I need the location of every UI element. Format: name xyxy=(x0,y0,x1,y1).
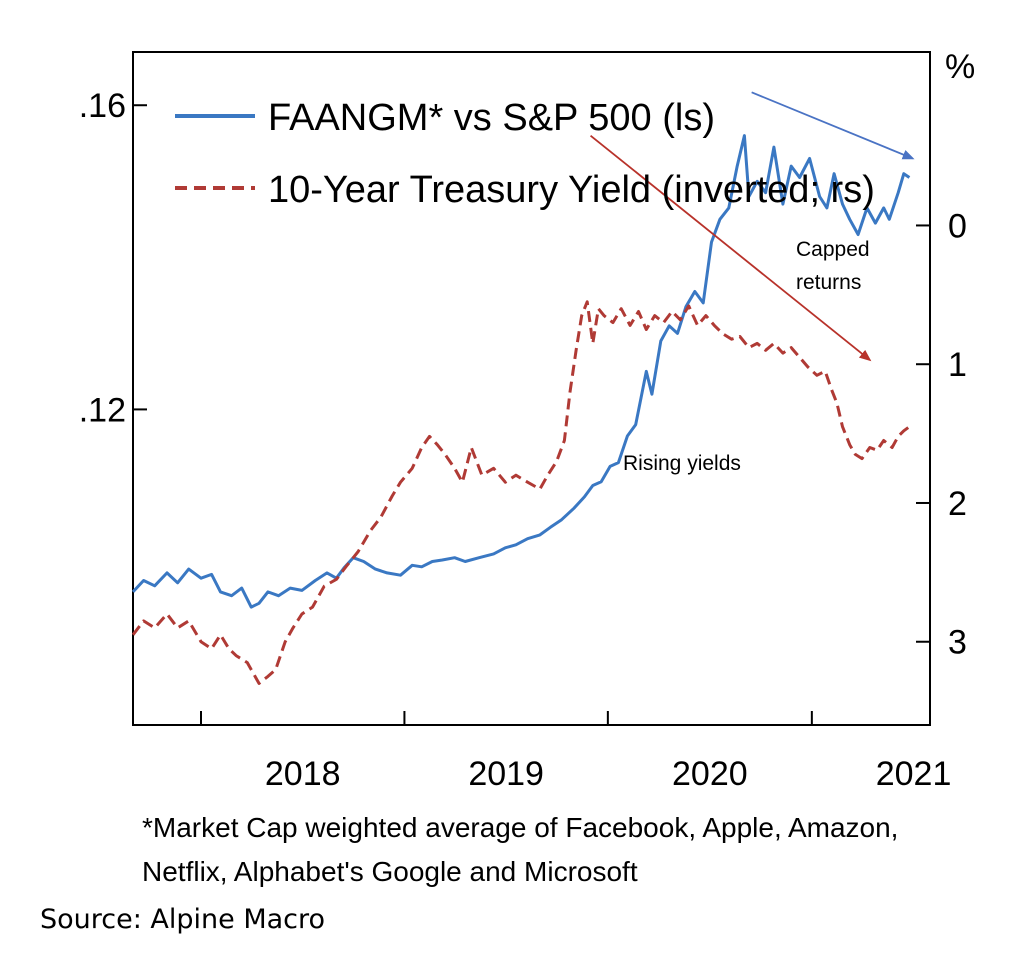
annotation-capped: Capped xyxy=(796,238,870,261)
right-axis-unit-label: % xyxy=(945,48,975,86)
x-tick-label-2021: 2021 xyxy=(876,755,952,793)
right-y-axis: 0 1 2 3 xyxy=(916,207,967,662)
left-y-tick-label: .12 xyxy=(79,391,126,429)
legend-label-faangm: FAANGM* vs S&P 500 (ls) xyxy=(268,97,715,139)
right-y-tick-label: 2 xyxy=(948,485,967,523)
right-y-tick-label: 3 xyxy=(948,624,967,662)
series-line-faangm xyxy=(131,134,911,609)
right-y-tick-label: 1 xyxy=(948,346,967,384)
left-y-axis: .16 .12 xyxy=(79,87,147,429)
footnote-line-1: *Market Cap weighted average of Facebook… xyxy=(142,812,899,843)
series-layer xyxy=(131,134,911,685)
source-note: Source: Alpine Macro xyxy=(40,904,326,935)
arrow-rising-yields xyxy=(590,134,872,362)
arrow-capped-returns xyxy=(751,91,915,160)
footnote-line-2: Netflix, Alphabet's Google and Microsoft xyxy=(142,856,638,887)
plot-frame xyxy=(132,51,931,726)
legend: FAANGM* vs S&P 500 (ls) 10-Year Treasury… xyxy=(175,97,875,211)
x-tick-label-2019: 2019 xyxy=(468,755,544,793)
legend-label-treasury: 10-Year Treasury Yield (inverted; rs) xyxy=(268,169,875,211)
chart: 2018 2019 2020 2021 .16 .12 0 1 2 3 % FAANGM* v… xyxy=(79,48,976,793)
x-tick-label-2020: 2020 xyxy=(672,755,748,793)
right-y-tick-label: 0 xyxy=(948,207,967,245)
annotation-rising-yields: Rising yields xyxy=(623,452,741,475)
series-line-treasury-yield xyxy=(131,300,911,685)
annotation-returns: returns xyxy=(796,271,861,294)
left-y-tick-label: .16 xyxy=(79,87,126,125)
x-tick-label-2018: 2018 xyxy=(265,755,341,793)
annotation-arrows xyxy=(590,91,915,362)
x-axis: 2018 2019 2020 2021 xyxy=(199,711,952,793)
